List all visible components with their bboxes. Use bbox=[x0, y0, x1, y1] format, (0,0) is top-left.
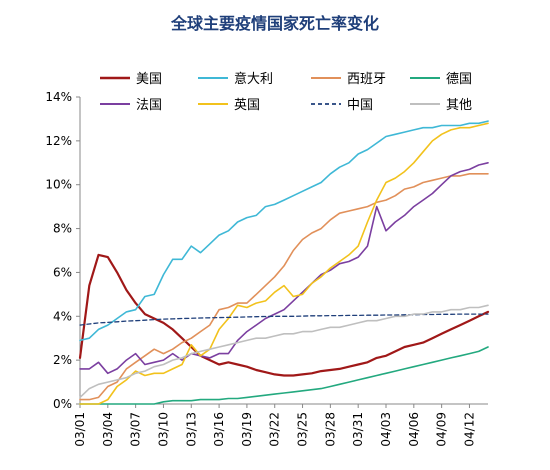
y-tick-label: 8% bbox=[53, 222, 72, 236]
chart-title: 全球主要疫情国家死亡率变化 bbox=[170, 14, 379, 33]
series-line-德国 bbox=[79, 346, 489, 405]
legend-label-英国: 英国 bbox=[234, 98, 260, 113]
y-tick-label: 10% bbox=[45, 178, 72, 192]
legend-label-中国: 中国 bbox=[347, 98, 373, 113]
x-tick-label: 04/03 bbox=[379, 412, 393, 447]
series-line-意大利 bbox=[79, 120, 489, 342]
legend-label-美国: 美国 bbox=[136, 72, 162, 87]
x-tick-label: 04/12 bbox=[462, 412, 476, 447]
legend-label-其他: 其他 bbox=[446, 98, 472, 113]
x-tick-label: 03/04 bbox=[101, 412, 115, 447]
series-line-英国 bbox=[79, 122, 489, 405]
series-line-美国 bbox=[78, 253, 490, 377]
x-tick-label: 03/01 bbox=[73, 412, 87, 447]
x-tick-label: 03/28 bbox=[323, 412, 337, 447]
x-tick-label: 03/16 bbox=[212, 412, 226, 447]
x-tick-label: 04/06 bbox=[407, 412, 421, 447]
x-axis: 03/01 03/04 03/07 03/10 03/13 03/16 03/19 03/22… bbox=[73, 403, 488, 447]
x-tick-label: 03/22 bbox=[268, 412, 282, 447]
series-line-西班牙 bbox=[79, 173, 489, 401]
legend-label-德国: 德国 bbox=[446, 72, 472, 87]
x-tick-label: 03/19 bbox=[240, 412, 254, 447]
y-tick-label: 0% bbox=[53, 397, 72, 411]
y-tick-label: 2% bbox=[53, 353, 72, 367]
y-tick-label: 6% bbox=[53, 265, 72, 279]
series-line-法国 bbox=[79, 162, 489, 375]
series-line-中国 bbox=[79, 313, 489, 326]
y-tick-label: 12% bbox=[45, 134, 72, 148]
x-tick-label: 03/07 bbox=[129, 412, 143, 447]
x-tick-label: 04/09 bbox=[435, 412, 449, 447]
legend-label-西班牙: 西班牙 bbox=[347, 72, 386, 87]
y-tick-label: 4% bbox=[53, 309, 72, 323]
legend-label-法国: 法国 bbox=[136, 98, 162, 113]
legend-label-意大利: 意大利 bbox=[234, 71, 273, 87]
x-tick-label: 03/31 bbox=[351, 412, 365, 447]
series-line-其他 bbox=[79, 304, 489, 399]
x-tick-label: 03/10 bbox=[156, 412, 170, 447]
y-axis: 0% 2% 4% 6% 8% 10% 12% 14% bbox=[45, 90, 81, 411]
x-tick-label: 03/25 bbox=[296, 412, 310, 447]
series-layer bbox=[78, 120, 490, 405]
y-tick-label: 14% bbox=[45, 90, 72, 104]
x-tick-label: 03/13 bbox=[184, 412, 198, 447]
